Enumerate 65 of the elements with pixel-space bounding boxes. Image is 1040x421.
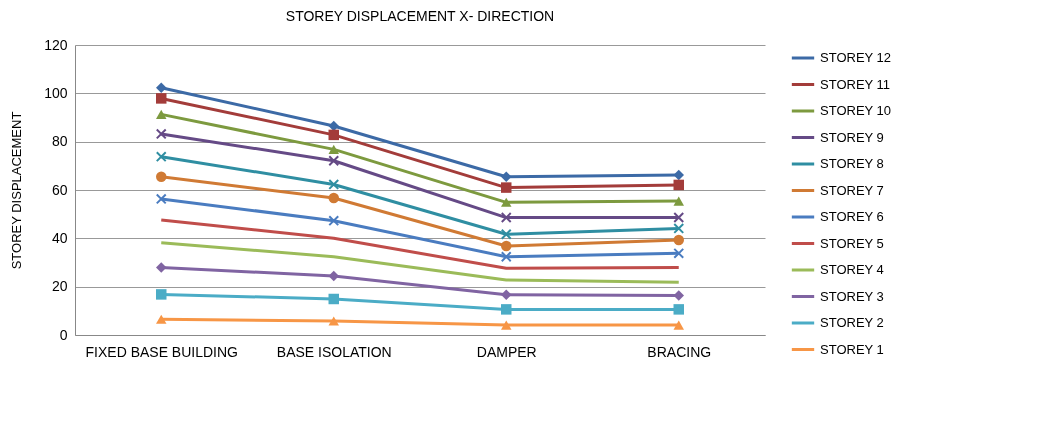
point: [328, 316, 339, 326]
point: [673, 179, 684, 191]
point: [501, 197, 512, 207]
x-tick-label: DAMPER: [476, 343, 537, 360]
legend-label: STOREY 5: [820, 235, 884, 251]
x-tick-label: FIXED BASE BUILDING: [85, 343, 238, 360]
legend-label: STOREY 1: [820, 341, 884, 357]
point: [328, 144, 339, 154]
point: [155, 128, 167, 140]
point: [328, 129, 339, 141]
chart-title: STOREY DISPLACEMENT X- DIRECTION: [285, 8, 555, 24]
point: [328, 192, 339, 204]
point: [501, 289, 512, 300]
point: [501, 320, 512, 330]
point: [328, 155, 340, 167]
point: [501, 240, 512, 252]
legend-label: STOREY 4: [820, 262, 884, 277]
line-series: [159, 241, 681, 284]
y-tick-label: 40: [51, 229, 68, 246]
y-tick-label: 60: [51, 181, 68, 198]
point: [673, 169, 684, 181]
legend-label: STOREY 12: [820, 50, 892, 65]
point: [673, 196, 684, 206]
point: [328, 293, 339, 305]
point: [501, 171, 512, 182]
point: [156, 314, 167, 324]
point: [501, 182, 512, 193]
y-tick-label: 0: [59, 326, 68, 343]
point: [673, 234, 684, 246]
point: [156, 289, 167, 300]
line-series: [159, 218, 681, 270]
legend-label: STOREY 10: [820, 103, 892, 118]
legend-label: STOREY 11: [820, 76, 891, 92]
point: [673, 304, 684, 315]
y-tick-label: 80: [51, 133, 68, 150]
point: [500, 212, 512, 224]
y-tick-label: 120: [44, 36, 68, 53]
point: [500, 251, 512, 263]
point: [673, 320, 684, 330]
point: [156, 82, 167, 94]
legend-label: STOREY 6: [820, 209, 884, 224]
y-tick-label: 20: [51, 278, 68, 295]
legend-label: STOREY 9: [820, 129, 884, 145]
point: [673, 247, 685, 259]
point: [156, 93, 167, 104]
point: [328, 178, 340, 190]
point: [155, 193, 167, 205]
point: [673, 222, 685, 234]
legend-label: STOREY 2: [820, 315, 884, 330]
x-tick-label: BASE ISOLATION: [276, 343, 392, 360]
y-axis-title: STOREY DISPLACEMENT: [9, 111, 25, 270]
x-tick-label: BRACING: [647, 343, 712, 360]
legend-label: STOREY 8: [820, 156, 884, 171]
point: [156, 262, 167, 273]
point: [155, 151, 167, 163]
point: [500, 228, 512, 240]
point: [156, 171, 167, 182]
point: [328, 270, 339, 282]
point: [673, 212, 685, 224]
point: [501, 304, 512, 315]
point: [156, 109, 167, 119]
legend-label: STOREY 7: [820, 182, 884, 198]
legend-label: STOREY 3: [820, 288, 884, 304]
point: [328, 215, 340, 227]
y-tick-label: 100: [44, 84, 68, 101]
